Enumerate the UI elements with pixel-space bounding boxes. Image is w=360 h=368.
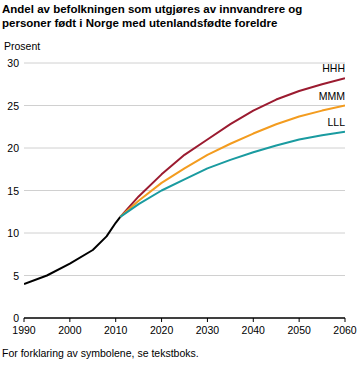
x-tick-label: 1990 xyxy=(12,324,36,336)
series-line xyxy=(120,78,345,217)
footnote: For forklaring av symbolene, se tekstbok… xyxy=(2,347,199,359)
title: Andel av befolkningen som utgjøres av in… xyxy=(2,3,302,29)
series-line xyxy=(120,132,345,217)
series-label: MMM xyxy=(319,90,345,102)
x-tick xyxy=(24,318,25,322)
y-tick-label: 30 xyxy=(7,57,19,69)
y-tick-label: 5 xyxy=(13,270,19,282)
y-tick-label: 25 xyxy=(7,100,19,112)
x-tick-label: 2030 xyxy=(196,324,220,336)
grid-line xyxy=(24,318,345,319)
plot-area xyxy=(24,78,345,284)
grid-line xyxy=(24,63,345,64)
title-line: Andel av befolkningen som utgjøres av in… xyxy=(2,3,302,15)
grid-line xyxy=(24,233,345,234)
grid-line xyxy=(24,190,345,191)
series-label: HHH xyxy=(322,62,345,74)
y-tick-label: 0 xyxy=(13,312,19,324)
grid-line xyxy=(24,148,345,149)
y-axis-label: Prosent xyxy=(4,40,40,52)
x-tick xyxy=(115,318,116,322)
x-tick-label: 2040 xyxy=(242,324,266,336)
x-axis xyxy=(24,318,345,319)
x-tick xyxy=(69,318,70,322)
x-tick xyxy=(299,318,300,322)
y-tick-label: 10 xyxy=(7,227,19,239)
series-label: LLL xyxy=(327,116,345,128)
x-tick xyxy=(253,318,254,322)
y-tick-label: 20 xyxy=(7,142,19,154)
title-line: personer født i Norge med utenlandsfødte… xyxy=(2,17,277,29)
x-tick xyxy=(345,318,346,322)
x-tick xyxy=(161,318,162,322)
grid-line xyxy=(24,105,345,106)
grid-line xyxy=(24,275,345,276)
x-tick-label: 2010 xyxy=(104,324,128,336)
x-tick-label: 2060 xyxy=(333,324,357,336)
series-line xyxy=(120,106,345,217)
x-tick xyxy=(207,318,208,322)
x-tick-label: 2050 xyxy=(287,324,311,336)
chart: Andel av befolkningen som utgjøres av in… xyxy=(0,0,360,368)
y-tick-label: 15 xyxy=(7,185,19,197)
x-tick-label: 2020 xyxy=(150,324,174,336)
series-line xyxy=(24,217,120,284)
x-tick-label: 2000 xyxy=(58,324,82,336)
